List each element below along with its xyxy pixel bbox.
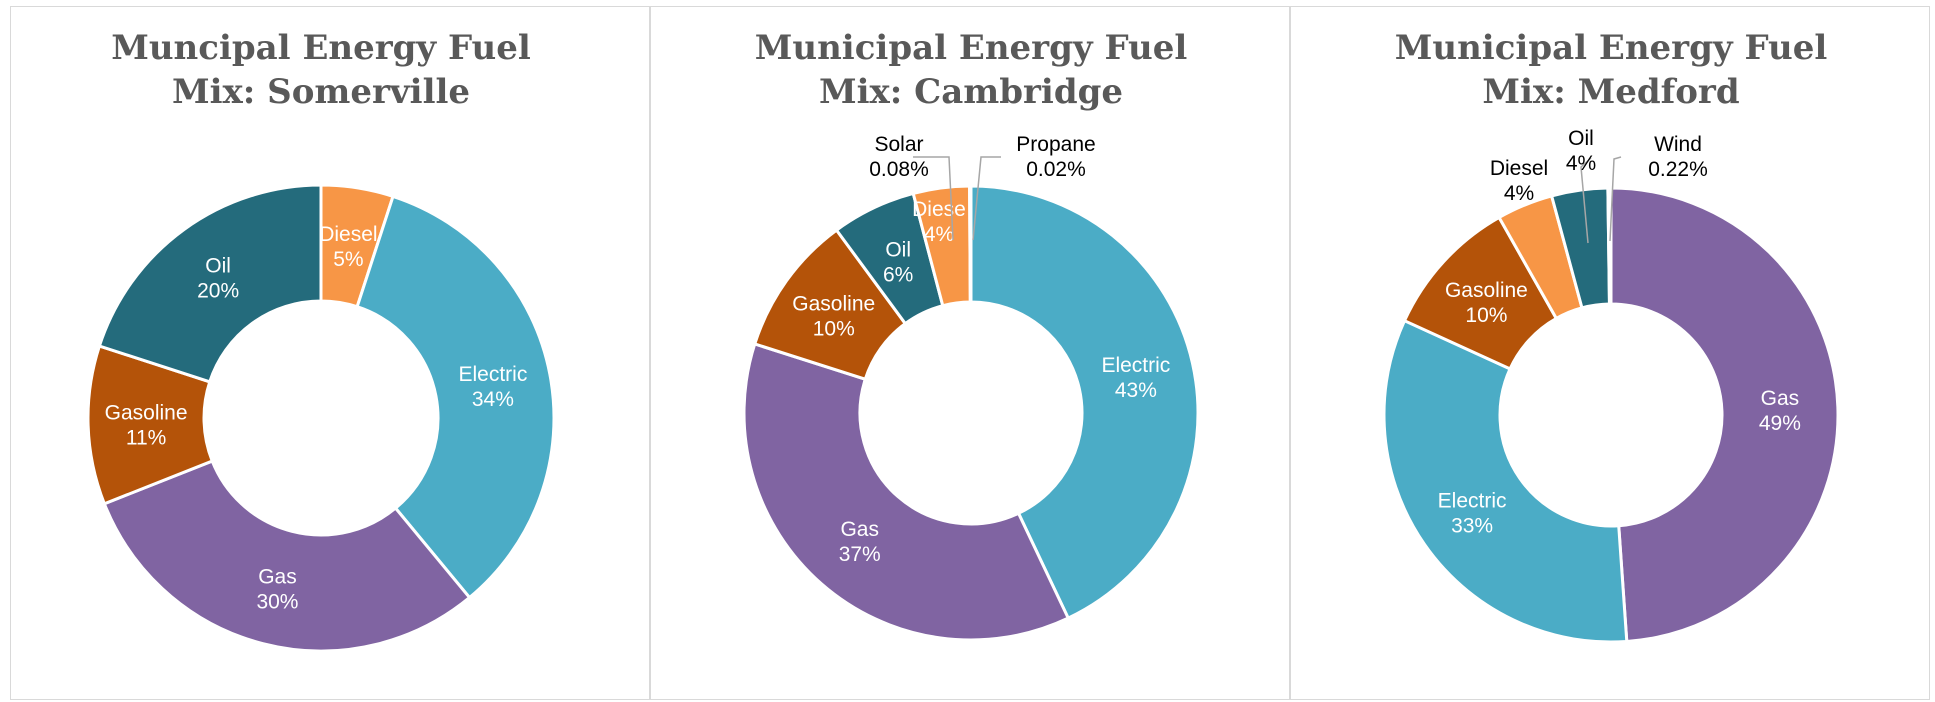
data-label-diesel: Diesel 5% xyxy=(319,223,377,271)
chart-panel-cambridge: Municipal Energy Fuel Mix: Cambridge Ele… xyxy=(650,6,1290,700)
chart-panel-somerville: Muncipal Energy Fuel Mix: Somerville Die… xyxy=(10,6,650,700)
slice-gas xyxy=(102,459,472,653)
donut-chart-somerville: Muncipal Energy Fuel Mix: Somerville Die… xyxy=(86,28,556,653)
data-label-gas: Gas 37% xyxy=(839,518,881,566)
data-label-gas: Gas 49% xyxy=(1759,387,1801,435)
leader-line-wind xyxy=(1609,156,1622,242)
donut-chart-cambridge: Municipal Energy Fuel Mix: Cambridge Ele… xyxy=(742,28,1200,642)
chart-title-line-2: Mix: Somerville xyxy=(172,72,470,112)
data-label-wind: Wind 0.22% xyxy=(1648,133,1708,181)
data-label-oil: Oil 4% xyxy=(1566,127,1596,175)
slice-electric xyxy=(1382,318,1629,644)
data-label-diesel: Diesel 4% xyxy=(1490,157,1548,205)
data-label-oil: Oil 20% xyxy=(197,254,239,302)
data-label-gas: Gas 30% xyxy=(256,566,298,614)
slice-electric xyxy=(355,194,556,600)
slice-gas xyxy=(742,342,1071,642)
leader-line-propane xyxy=(972,156,1001,241)
data-label-gasoline: Gasoline 10% xyxy=(1445,279,1528,327)
data-label-solar: Solar 0.08% xyxy=(869,133,929,181)
data-label-electric: Electric 43% xyxy=(1101,354,1170,402)
slice-gas xyxy=(1609,186,1840,644)
leader-line-solar xyxy=(913,156,954,241)
data-label-electric: Electric 33% xyxy=(1438,489,1507,537)
data-label-electric: Electric 34% xyxy=(458,363,527,411)
slice-oil xyxy=(97,183,323,384)
data-label-propane: Propane 0.02% xyxy=(1016,133,1095,181)
chart-panel-medford: Municipal Energy Fuel Mix: Medford Gas 49… xyxy=(1290,6,1930,700)
leader-line-oil xyxy=(1580,157,1592,244)
chart-title-line-1: Municipal Energy Fuel xyxy=(1395,28,1828,68)
chart-title-line-1: Muncipal Energy Fuel xyxy=(111,28,531,68)
data-label-gasoline: Gasoline 10% xyxy=(792,292,875,340)
donut-chart-medford: Municipal Energy Fuel Mix: Medford Gas 49… xyxy=(1382,28,1840,644)
chart-title-line-1: Municipal Energy Fuel xyxy=(755,28,1188,68)
chart-title-line-2: Mix: Cambridge xyxy=(819,72,1123,112)
slice-electric xyxy=(969,184,1200,621)
data-label-oil: Oil 6% xyxy=(883,239,913,287)
chart-title-line-2: Mix: Medford xyxy=(1482,72,1739,112)
data-label-gasoline: Gasoline 11% xyxy=(105,401,188,449)
slice-wind xyxy=(1606,186,1613,306)
